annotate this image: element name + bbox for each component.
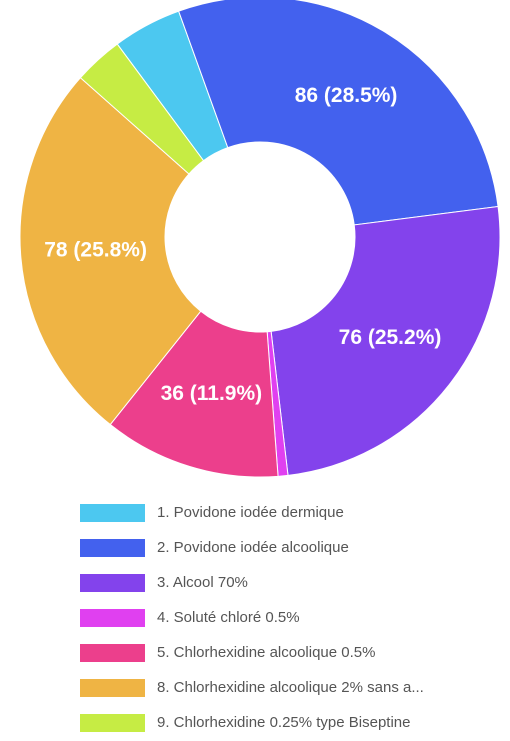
data-label: 36 (11.9%) (161, 382, 263, 405)
legend-label: 5. Chlorhexidine alcoolique 0.5% (157, 644, 375, 661)
legend-item: 4. Soluté chloré 0.5% (80, 609, 300, 627)
legend-swatch (80, 504, 145, 522)
legend-swatch (80, 714, 145, 732)
legend-item: 3. Alcool 70% (80, 574, 248, 592)
legend-label: 3. Alcool 70% (157, 574, 248, 591)
data-label: 78 (25.8%) (44, 239, 147, 262)
legend-label: 4. Soluté chloré 0.5% (157, 609, 300, 626)
legend-item: 1. Povidone iodée dermique (80, 504, 344, 522)
legend-swatch (80, 644, 145, 662)
legend-label: 1. Povidone iodée dermique (157, 504, 344, 521)
legend-swatch (80, 609, 145, 627)
legend-item: 2. Povidone iodée alcoolique (80, 539, 349, 557)
legend-item: 8. Chlorhexidine alcoolique 2% sans a... (80, 679, 424, 697)
legend-item: 5. Chlorhexidine alcoolique 0.5% (80, 644, 375, 662)
data-label: 76 (25.2%) (339, 326, 442, 349)
donut-segment (270, 205, 501, 476)
legend-label: 2. Povidone iodée alcoolique (157, 539, 349, 556)
legend-swatch (80, 679, 145, 697)
legend-item: 9. Chlorhexidine 0.25% type Biseptine (80, 714, 411, 732)
data-label: 86 (28.5%) (295, 84, 398, 107)
donut-segment (79, 43, 205, 175)
legend-label: 9. Chlorhexidine 0.25% type Biseptine (157, 714, 411, 731)
legend-label: 8. Chlorhexidine alcoolique 2% sans a... (157, 679, 424, 696)
donut-segment (109, 310, 279, 478)
donut-segment (178, 0, 499, 226)
legend-swatch (80, 539, 145, 557)
donut-segment (19, 77, 202, 426)
legend-swatch (80, 574, 145, 592)
